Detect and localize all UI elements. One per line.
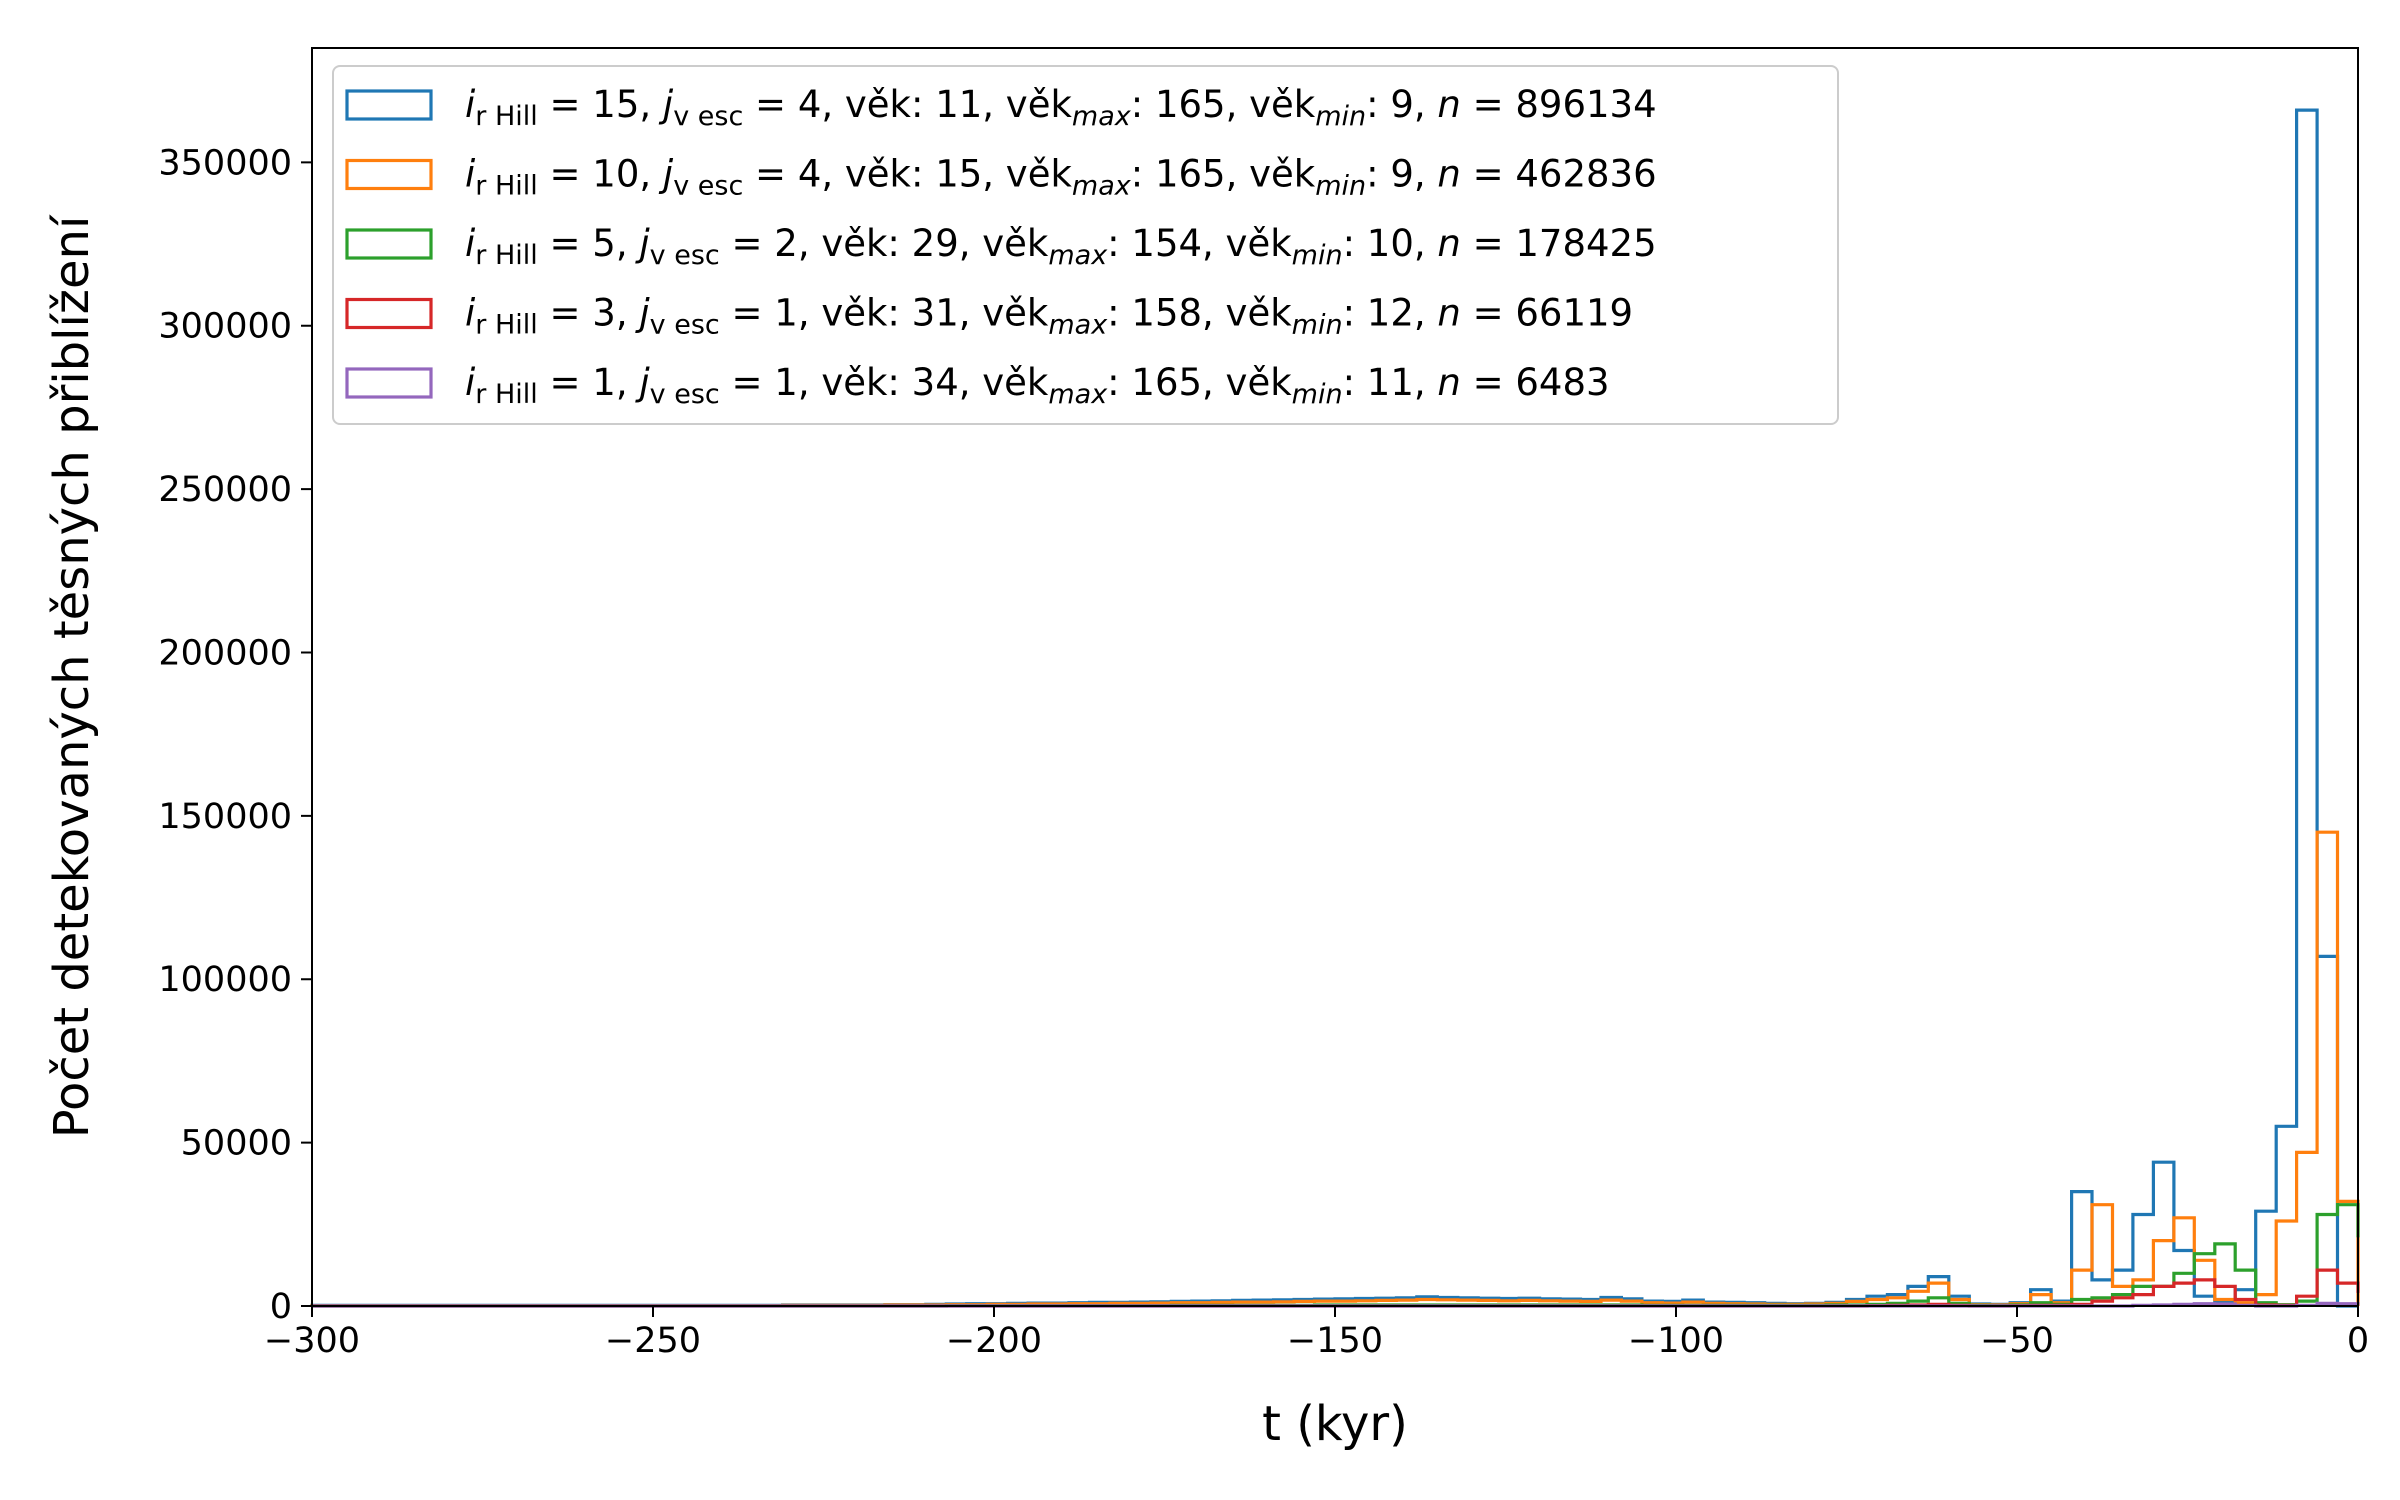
- x-tick-label: −250: [605, 1321, 701, 1361]
- x-tick-label: −100: [1628, 1321, 1724, 1361]
- y-tick-label: 100000: [158, 960, 292, 1000]
- x-tick-label: −200: [946, 1321, 1042, 1361]
- legend-entry-label: ir Hill = 10, jv esc = 4, věk: 15, věkma…: [465, 153, 1657, 202]
- y-tick-label: 300000: [158, 307, 292, 347]
- legend-entry-label: ir Hill = 3, jv esc = 1, věk: 31, věkmax…: [465, 292, 1633, 341]
- x-axis-label: t (kyr): [1262, 1396, 1408, 1452]
- x-tick-label: −300: [264, 1321, 360, 1361]
- y-tick-label: 50000: [181, 1124, 292, 1164]
- legend-entry-label: ir Hill = 5, jv esc = 2, věk: 29, věkmax…: [465, 222, 1657, 271]
- legend-entry-label: ir Hill = 15, jv esc = 4, věk: 11, věkma…: [465, 83, 1657, 132]
- y-tick-label: 350000: [158, 143, 292, 183]
- legend-swatch: [345, 228, 433, 260]
- y-tick-label: 0: [270, 1287, 292, 1327]
- legend-entry-label: ir Hill = 1, jv esc = 1, věk: 34, věkmax…: [465, 361, 1610, 410]
- y-tick-label: 150000: [158, 797, 292, 837]
- legend-swatch: [345, 89, 433, 121]
- legend-swatch: [345, 297, 433, 330]
- x-tick-label: 0: [2347, 1321, 2369, 1361]
- x-tick-label: −150: [1287, 1321, 1383, 1361]
- x-tick-label: −50: [1980, 1321, 2054, 1361]
- x-axis-ticks: −300 −250 −200 −150 −100 −50 0: [264, 1306, 2369, 1361]
- y-axis-label: Počet detekovaných těsných přiblížení: [44, 214, 100, 1138]
- y-axis-ticks: 0 50000 100000 150000 200000 250000 300000 3500…: [158, 143, 312, 1327]
- legend-swatch: [345, 158, 433, 191]
- legend-box: [332, 65, 1839, 425]
- y-tick-label: 200000: [158, 633, 292, 673]
- legend-swatch: [345, 367, 433, 399]
- y-tick-label: 250000: [158, 470, 292, 510]
- legend: ir Hill = 15, jv esc = 4, věk: 11, věkma…: [332, 65, 1839, 425]
